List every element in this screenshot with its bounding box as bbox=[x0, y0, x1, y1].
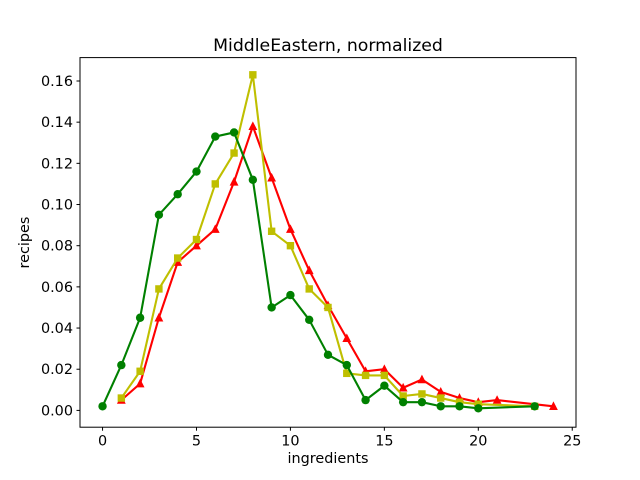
red-triangle-series-marker bbox=[229, 176, 239, 186]
red-triangle-series-marker bbox=[398, 382, 408, 392]
red-triangle-series-marker bbox=[192, 240, 201, 250]
x-tick-label: 10 bbox=[281, 434, 299, 450]
red-triangle-series-marker bbox=[248, 121, 258, 130]
yellow-square-series-marker bbox=[155, 285, 163, 293]
green-circle-series-marker bbox=[361, 395, 370, 405]
yellow-square-series-marker bbox=[267, 227, 276, 235]
red-triangle-series-marker bbox=[210, 224, 220, 233]
y-tick-label: 0.02 bbox=[41, 362, 73, 378]
x-tick-label: 25 bbox=[563, 434, 581, 450]
red-triangle-series-line bbox=[120, 125, 554, 408]
red-triangle-series-marker bbox=[304, 265, 314, 275]
yellow-square-series-marker bbox=[173, 254, 182, 262]
yellow-square-series-marker bbox=[418, 390, 426, 398]
green-circle-series-line bbox=[101, 131, 535, 410]
y-tick-label: 0.12 bbox=[41, 156, 73, 172]
red-triangle-series-marker bbox=[492, 395, 502, 404]
ticks-layer: 0 5 10 15 20 25 0.00 0.02 0.04 0.06 0.08 0.10 0.12 0.… bbox=[41, 74, 581, 450]
green-circle-series-marker bbox=[192, 167, 201, 176]
plot-border bbox=[79, 57, 577, 428]
yellow-square-series-marker bbox=[324, 303, 332, 312]
green-circle-series-marker bbox=[211, 132, 220, 141]
x-tick-label: 5 bbox=[192, 434, 201, 450]
y-tick-label: 0.14 bbox=[41, 115, 73, 131]
x-tick-label: 15 bbox=[375, 434, 393, 450]
green-circle-series-marker bbox=[436, 402, 445, 411]
red-triangle-series-marker bbox=[267, 172, 277, 182]
y-tick-label: 0.00 bbox=[41, 403, 73, 419]
yellow-square-series-marker bbox=[437, 394, 445, 402]
green-circle-series-marker bbox=[229, 128, 239, 137]
green-circle-series-marker bbox=[286, 290, 295, 300]
red-triangle-series-marker bbox=[417, 374, 427, 384]
y-axis-label: recipes bbox=[17, 217, 33, 269]
green-circle-series-marker bbox=[530, 402, 539, 411]
green-circle-series-marker bbox=[135, 313, 145, 322]
yellow-square-series-marker bbox=[399, 392, 407, 400]
series-layer bbox=[98, 71, 558, 413]
yellow-square-series-marker bbox=[192, 235, 201, 244]
y-tick-label: 0.04 bbox=[41, 321, 73, 337]
yellow-square-series-marker bbox=[343, 369, 351, 378]
yellow-square-series-marker bbox=[305, 285, 313, 293]
yellow-square-series-marker bbox=[117, 394, 126, 402]
green-circle-series-marker bbox=[154, 210, 164, 220]
red-triangle-series-marker bbox=[286, 224, 295, 233]
red-triangle-series-marker bbox=[342, 333, 352, 343]
green-circle-series-marker bbox=[398, 397, 408, 407]
red-triangle-series-marker bbox=[549, 401, 558, 410]
x-axis-label: ingredients bbox=[288, 451, 369, 467]
yellow-square-series-marker bbox=[361, 371, 370, 380]
chart-title: MiddleEastern, normalized bbox=[213, 36, 443, 56]
y-tick-label: 0.16 bbox=[41, 74, 73, 90]
green-circle-series-marker bbox=[305, 315, 314, 325]
y-tick-label: 0.08 bbox=[41, 239, 73, 255]
red-triangle-series-marker bbox=[436, 386, 446, 396]
red-triangle-series-marker bbox=[135, 378, 145, 388]
y-tick-label: 0.06 bbox=[41, 280, 73, 296]
green-circle-series-marker bbox=[380, 381, 389, 390]
x-tick-label: 0 bbox=[98, 434, 107, 450]
yellow-square-series-marker bbox=[230, 149, 238, 157]
green-circle-series-marker bbox=[248, 175, 258, 185]
yellow-square-series-marker bbox=[380, 371, 389, 380]
green-circle-series-marker bbox=[455, 402, 464, 411]
green-circle-series-marker bbox=[342, 360, 351, 370]
plot-area bbox=[79, 57, 577, 428]
yellow-square-series-marker bbox=[286, 241, 295, 250]
red-triangle-series-marker bbox=[154, 312, 164, 322]
green-circle-series-marker bbox=[474, 404, 483, 413]
green-circle-series-marker bbox=[117, 360, 126, 370]
y-tick-label: 0.10 bbox=[41, 198, 73, 214]
green-circle-series-marker bbox=[267, 303, 276, 312]
red-triangle-series-marker bbox=[379, 364, 389, 373]
green-circle-series-marker bbox=[417, 397, 427, 407]
green-circle-series-marker bbox=[98, 402, 107, 411]
green-circle-series-marker bbox=[323, 350, 333, 360]
yellow-square-series-marker bbox=[249, 71, 257, 79]
green-circle-series-marker bbox=[173, 190, 182, 199]
x-tick-label: 20 bbox=[469, 434, 487, 450]
yellow-square-series-marker bbox=[136, 367, 144, 375]
yellow-square-series-marker bbox=[211, 180, 219, 188]
